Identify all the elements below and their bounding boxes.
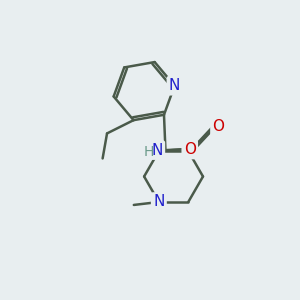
Text: N: N (152, 142, 163, 158)
Text: N: N (153, 194, 164, 209)
Text: N: N (169, 78, 180, 93)
Text: O: O (184, 142, 196, 157)
Text: H: H (143, 145, 154, 159)
Text: O: O (212, 119, 224, 134)
